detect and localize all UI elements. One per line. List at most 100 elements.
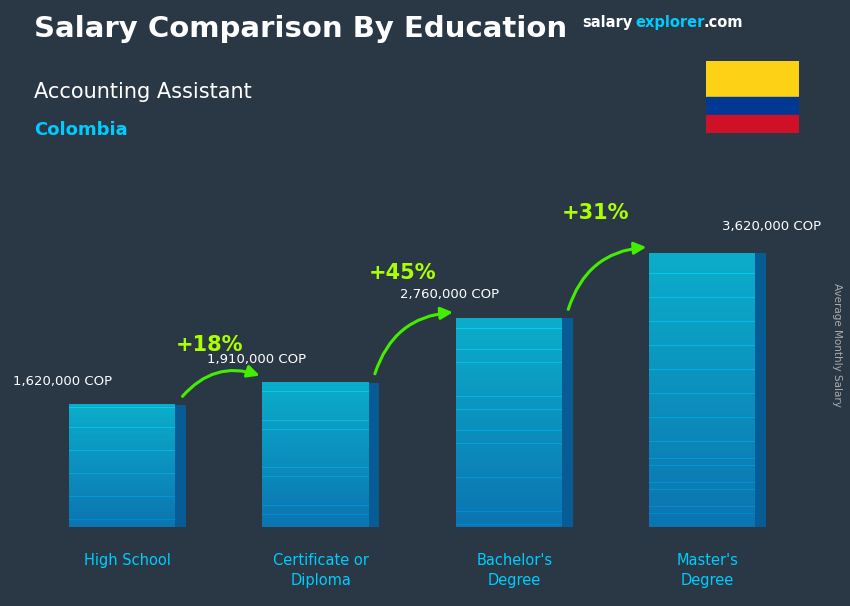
- Bar: [69, 505, 175, 507]
- Bar: [263, 513, 369, 514]
- Bar: [649, 462, 756, 465]
- Bar: [649, 393, 756, 397]
- Bar: [263, 460, 369, 462]
- Bar: [69, 464, 175, 466]
- Bar: [649, 472, 756, 476]
- Bar: [263, 485, 369, 487]
- Bar: [263, 494, 369, 496]
- Bar: [456, 323, 562, 326]
- Bar: [649, 335, 756, 339]
- Bar: [456, 464, 562, 467]
- Bar: [649, 489, 756, 493]
- Bar: [69, 409, 175, 411]
- Bar: [263, 462, 369, 464]
- Bar: [456, 326, 562, 328]
- Bar: [263, 406, 369, 408]
- Bar: [649, 496, 756, 500]
- Bar: [263, 430, 369, 431]
- Bar: [69, 513, 175, 515]
- Polygon shape: [562, 318, 573, 527]
- Bar: [263, 444, 369, 446]
- Bar: [69, 455, 175, 457]
- Bar: [649, 315, 756, 318]
- Bar: [263, 516, 369, 518]
- Bar: [456, 357, 562, 360]
- Bar: [456, 438, 562, 441]
- Bar: [263, 390, 369, 391]
- Text: 3,620,000 COP: 3,620,000 COP: [722, 221, 821, 233]
- Bar: [649, 520, 756, 524]
- Bar: [263, 397, 369, 399]
- Bar: [649, 349, 756, 353]
- Bar: [263, 391, 369, 393]
- Bar: [456, 478, 562, 480]
- Bar: [649, 284, 756, 287]
- Bar: [456, 488, 562, 491]
- Bar: [69, 417, 175, 418]
- Bar: [69, 472, 175, 473]
- Bar: [649, 414, 756, 418]
- Bar: [69, 424, 175, 426]
- Bar: [69, 414, 175, 415]
- Bar: [263, 522, 369, 524]
- Bar: [456, 394, 562, 396]
- Text: +18%: +18%: [175, 335, 243, 356]
- Bar: [456, 490, 562, 493]
- Bar: [69, 502, 175, 504]
- Bar: [69, 490, 175, 492]
- Bar: [263, 413, 369, 415]
- Bar: [263, 437, 369, 439]
- Bar: [456, 321, 562, 324]
- Bar: [69, 499, 175, 501]
- Bar: [649, 318, 756, 322]
- Bar: [456, 378, 562, 381]
- Bar: [263, 450, 369, 451]
- Bar: [649, 448, 756, 452]
- Bar: [649, 267, 756, 270]
- Bar: [649, 486, 756, 490]
- Bar: [649, 290, 756, 294]
- Bar: [263, 422, 369, 424]
- Bar: [263, 500, 369, 502]
- Bar: [263, 433, 369, 435]
- Bar: [456, 456, 562, 459]
- Bar: [263, 480, 369, 482]
- Bar: [456, 365, 562, 368]
- Bar: [456, 391, 562, 394]
- Bar: [649, 438, 756, 442]
- Bar: [263, 404, 369, 406]
- Bar: [456, 360, 562, 362]
- Bar: [263, 411, 369, 413]
- Bar: [456, 328, 562, 331]
- Bar: [456, 412, 562, 415]
- Bar: [649, 331, 756, 335]
- Bar: [69, 412, 175, 414]
- Bar: [456, 475, 562, 478]
- Bar: [649, 256, 756, 260]
- Bar: [263, 439, 369, 441]
- Bar: [649, 301, 756, 304]
- Bar: [456, 331, 562, 334]
- Bar: [263, 388, 369, 390]
- Bar: [456, 459, 562, 462]
- Bar: [456, 339, 562, 342]
- Bar: [649, 400, 756, 404]
- Bar: [456, 436, 562, 438]
- Bar: [69, 450, 175, 452]
- Bar: [649, 459, 756, 462]
- Bar: [263, 441, 369, 442]
- Bar: [649, 345, 756, 349]
- Bar: [456, 472, 562, 475]
- Bar: [456, 415, 562, 418]
- Bar: [456, 482, 562, 485]
- Bar: [69, 433, 175, 435]
- Bar: [263, 431, 369, 433]
- Bar: [69, 481, 175, 483]
- Bar: [263, 419, 369, 421]
- Bar: [263, 473, 369, 474]
- Bar: [649, 294, 756, 298]
- Bar: [69, 516, 175, 518]
- Bar: [456, 386, 562, 388]
- Bar: [263, 474, 369, 476]
- Bar: [263, 435, 369, 437]
